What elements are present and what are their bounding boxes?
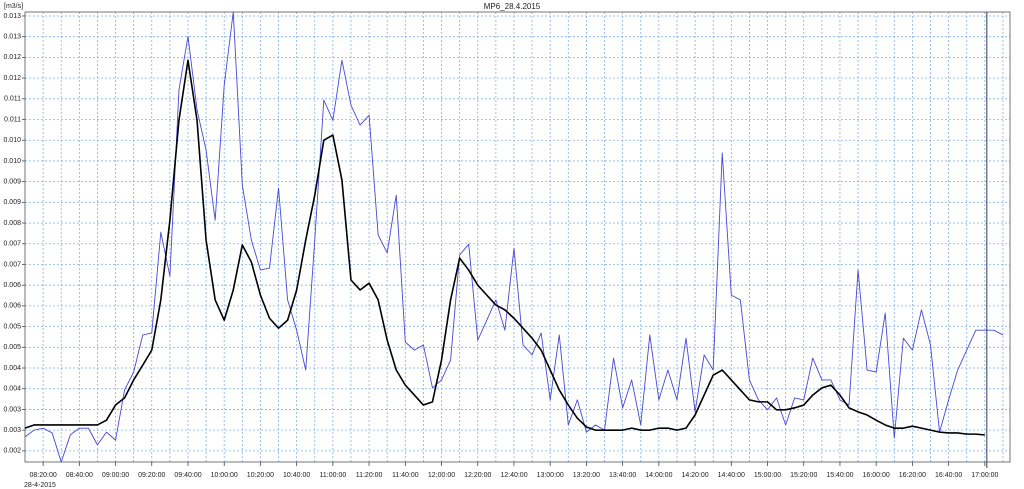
x-tick-label: 12:00:00: [428, 472, 455, 479]
x-date-label: 28-4-2015: [24, 482, 56, 489]
y-tick-label: 0.005: [3, 344, 21, 351]
x-tick-label: 10:20:00: [247, 472, 274, 479]
y-tick-label: 0.006: [3, 282, 21, 289]
x-tick-label: 11:20:00: [356, 472, 383, 479]
x-tick-label: 11:00:00: [320, 472, 347, 479]
x-tick-label: 12:40:00: [500, 472, 527, 479]
x-tick-label: 14:00:00: [645, 472, 672, 479]
x-tick-label: 15:40:00: [826, 472, 853, 479]
x-tick-label: 12:20:00: [464, 472, 491, 479]
y-tick-label: 0.009: [3, 199, 21, 206]
y-tick-label: 0.004: [3, 365, 21, 372]
y-tick-label: 0.006: [3, 303, 21, 310]
series-line: [24, 11, 1004, 463]
y-tick-label: 0.010: [3, 137, 21, 144]
x-tick-label: 09:00:00: [102, 472, 129, 479]
x-tick-label: 11:40:00: [392, 472, 419, 479]
y-tick-label: 0.008: [3, 220, 21, 227]
x-tick-label: 14:20:00: [681, 472, 708, 479]
y-tick-label: 0.003: [3, 427, 21, 434]
y-tick-label: 0.009: [3, 178, 21, 185]
y-tick-label: 0.012: [3, 54, 21, 61]
y-tick-label: 0.002: [3, 448, 21, 455]
x-tick-label: 10:00:00: [211, 472, 238, 479]
y-tick-label: 0.013: [3, 34, 21, 41]
y-tick-label: 0.004: [3, 386, 21, 393]
x-tick-label: 16:00:00: [863, 472, 890, 479]
x-tick-label: 08:40:00: [66, 472, 93, 479]
x-tick-label: 17:00:00: [971, 472, 998, 479]
x-tick-label: 13:20:00: [573, 472, 600, 479]
series-line: [24, 59, 985, 436]
y-axis-label: [m3/s]: [4, 3, 23, 10]
y-tick-label: 0.007: [3, 241, 21, 248]
chart-title: MP6_28.4.2015: [484, 2, 541, 11]
y-tick-label: 0.013: [3, 13, 21, 20]
x-tick-label: 08:20:00: [29, 472, 56, 479]
y-tick-label: 0.003: [3, 406, 21, 413]
x-tick-label: 13:00:00: [537, 472, 564, 479]
x-tick-label: 15:00:00: [754, 472, 781, 479]
y-tick-label: 0.010: [3, 158, 21, 165]
x-tick-label: 16:40:00: [935, 472, 962, 479]
x-tick-label: 10:40:00: [283, 472, 310, 479]
y-tick-label: 0.011: [4, 96, 21, 103]
x-tick-label: 14:40:00: [718, 472, 745, 479]
x-tick-label: 09:40:00: [174, 472, 201, 479]
y-tick-label: 0.012: [3, 75, 21, 82]
x-tick-label: 09:20:00: [138, 472, 165, 479]
y-tick-label: 0.007: [3, 261, 21, 268]
x-tick-label: 15:20:00: [790, 472, 817, 479]
x-tick-label: 13:40:00: [609, 472, 636, 479]
y-tick-label: 0.011: [4, 116, 21, 123]
x-tick-label: 16:20:00: [899, 472, 926, 479]
y-tick-label: 0.005: [3, 323, 21, 330]
plot-frame: [24, 11, 1011, 463]
